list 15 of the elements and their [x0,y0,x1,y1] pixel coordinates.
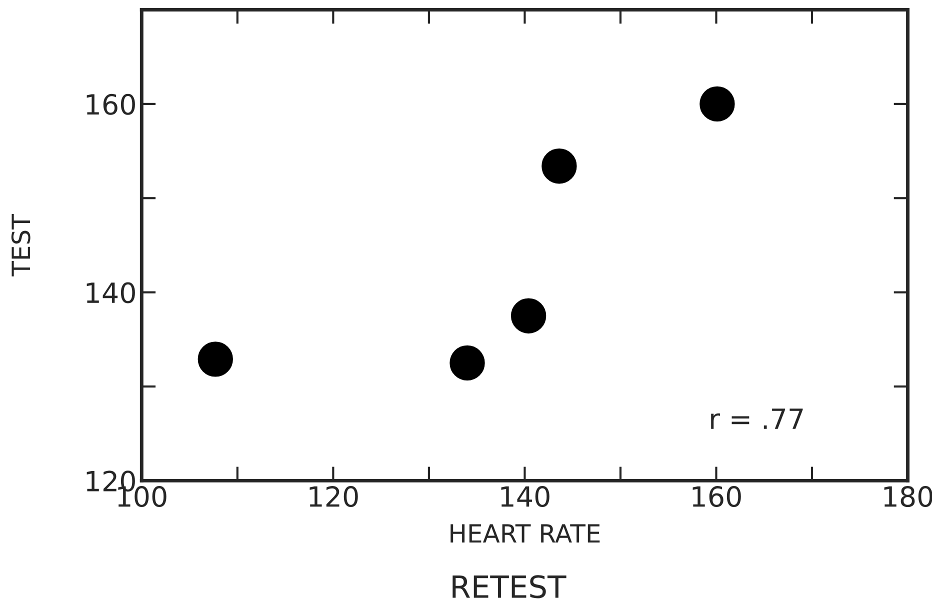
x-tick-label: 140 [501,486,550,508]
point [450,345,485,381]
point [510,298,546,334]
y-axis-title: TEST [11,214,30,276]
point [542,148,577,184]
text: RETEST [452,575,566,598]
x-tick-label: 180 [884,486,932,508]
y-tick-label: 160 [86,94,135,115]
annotation: r = .77 [711,408,803,429]
x-tick-label: 120 [310,486,358,508]
y-tick-label: 140 [86,282,135,304]
point [700,86,735,122]
point [198,342,233,377]
x-tick-label: 160 [692,486,741,508]
x-axis-title: HEART RATE [450,524,600,543]
